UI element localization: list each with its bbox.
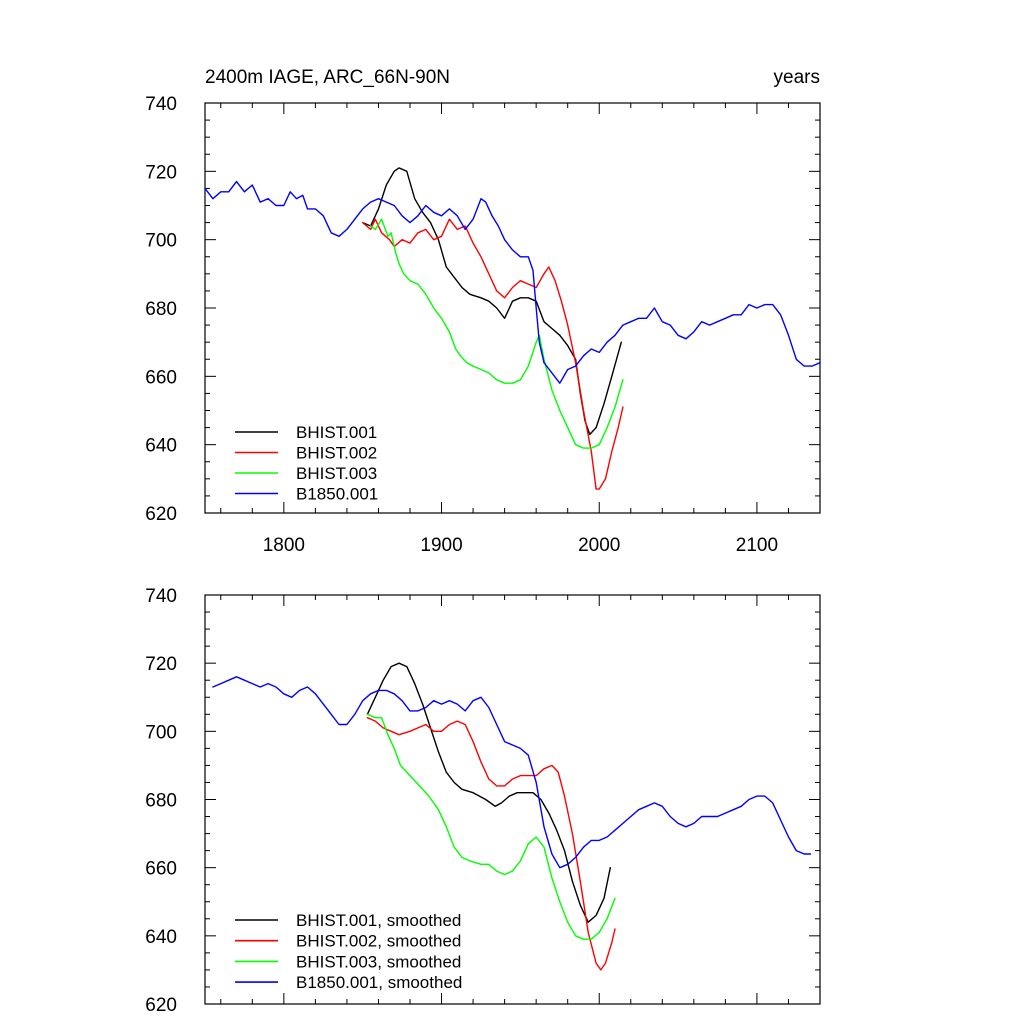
x-tick-label: 2000: [578, 535, 620, 556]
x-tick-label: 2100: [736, 535, 778, 556]
y-tick-label: 660: [145, 859, 177, 880]
legend-label: BHIST.002: [296, 444, 377, 463]
panel-right-title: years: [774, 67, 820, 88]
legend-label: BHIST.002, smoothed: [296, 932, 461, 951]
legend-label: BHIST.001: [296, 423, 377, 442]
y-tick-label: 640: [145, 927, 177, 948]
panel-title: 2400m IAGE, ARC_66N-90N: [205, 67, 450, 88]
series-line-4: [212, 676, 812, 869]
x-tick-label: 1800: [263, 535, 305, 556]
y-tick-label: 720: [145, 654, 177, 675]
y-tick-label: 660: [145, 367, 177, 388]
x-tick-label: 1900: [420, 535, 462, 556]
legend-label: BHIST.001, smoothed: [296, 911, 461, 930]
y-tick-label: 680: [145, 791, 177, 812]
y-tick-label: 740: [145, 94, 177, 115]
series-line-2: [362, 218, 624, 490]
series-line-3: [369, 218, 624, 449]
y-tick-label: 680: [145, 299, 177, 320]
y-tick-label: 700: [145, 231, 177, 252]
series-line-3: [366, 713, 616, 940]
legend-label: B1850.001: [296, 485, 378, 504]
legend-label: BHIST.003: [296, 464, 377, 483]
y-tick-label: 740: [145, 586, 177, 607]
series-line-2: [366, 717, 616, 971]
top-panel: 2400m IAGE, ARC_66N-90N years 1800 1900 20…: [145, 67, 821, 556]
y-tick-label: 720: [145, 162, 177, 183]
bottom-panel: 620 640 660 680 700 720 740 BHIST.001, smoothed…: [145, 586, 821, 1016]
series-line-1: [366, 662, 611, 923]
legend-label: BHIST.003, smoothed: [296, 952, 461, 971]
y-tick-label: 620: [145, 504, 177, 525]
legend-label: B1850.001, smoothed: [296, 973, 462, 992]
y-tick-label: 700: [145, 722, 177, 743]
y-tick-label: 620: [145, 995, 177, 1016]
series-line-4: [204, 180, 821, 384]
y-tick-label: 640: [145, 436, 177, 457]
series-line-1: [362, 167, 622, 436]
